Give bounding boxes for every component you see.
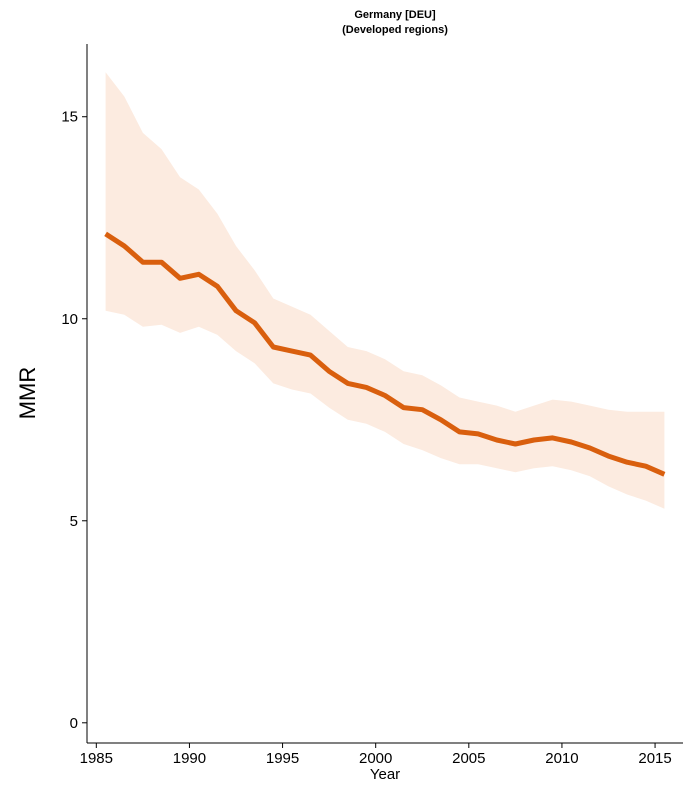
plot-area: [104, 72, 666, 509]
chart-title: Germany [DEU]: [354, 9, 436, 21]
x-tick-label: 2010: [545, 750, 578, 767]
y-axis-ticks: 0 5 10 15: [61, 109, 87, 732]
chart-subtitle: (Developed regions): [342, 24, 448, 36]
x-tick-label: 1995: [266, 750, 299, 767]
x-tick-label: 1990: [173, 750, 206, 767]
x-axis-label: Year: [370, 766, 400, 783]
y-tick-label: 10: [61, 311, 78, 328]
x-tick-label: 2015: [638, 750, 671, 767]
x-tick-label: 2005: [452, 750, 485, 767]
y-tick-label: 0: [70, 715, 78, 732]
y-axis-label: MMR: [15, 367, 40, 420]
x-tick-label: 2000: [359, 750, 392, 767]
y-tick-label: 5: [70, 513, 78, 530]
mmr-line: [104, 231, 666, 477]
y-tick-label: 15: [61, 109, 78, 126]
confidence-band: [105, 72, 665, 509]
x-axis-ticks: 1985 1990 1995 2000 2005 2010 2015: [80, 743, 672, 767]
x-tick-label: 1985: [80, 750, 113, 767]
